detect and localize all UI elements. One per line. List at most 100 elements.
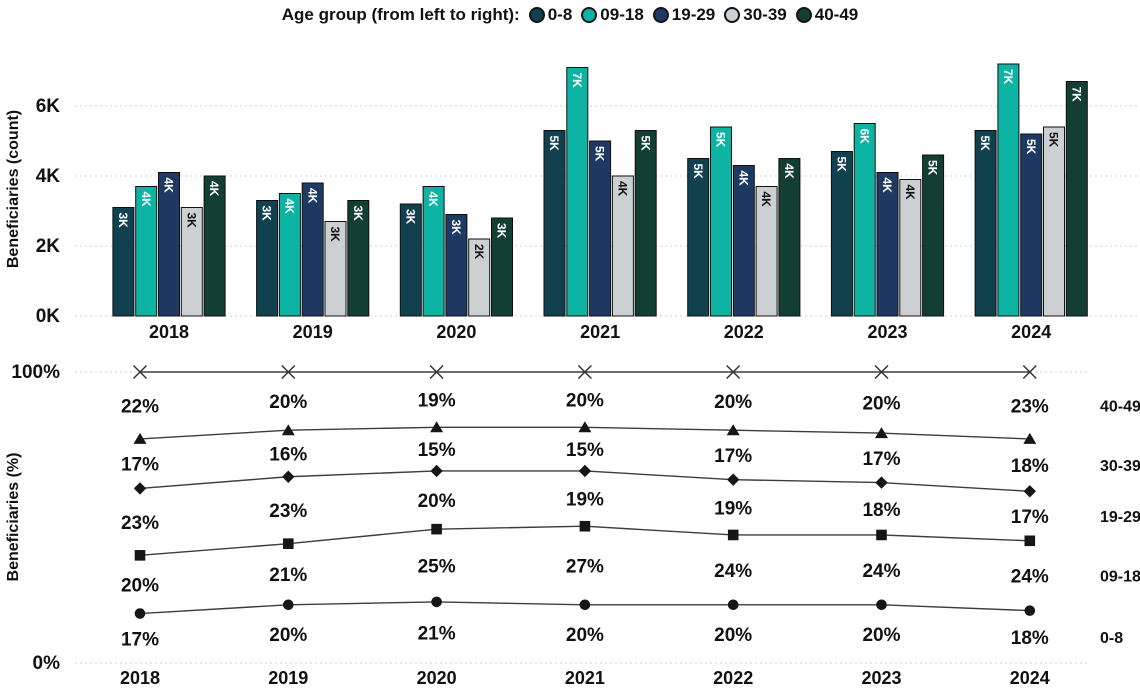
square-marker-icon: [283, 538, 294, 549]
pct-label-30-39: 16%: [269, 444, 307, 465]
diamond-marker-icon: [133, 482, 147, 495]
x-tick-label: 2019: [293, 322, 333, 342]
x-tick-label: 2023: [861, 668, 901, 688]
diamond-marker-icon: [727, 473, 740, 486]
legend-item-label: 09-18: [600, 5, 644, 24]
legend-item-19-29: 19-29: [652, 5, 715, 25]
pct-label-19-29: 19%: [566, 490, 604, 511]
circle-marker-icon: [431, 596, 442, 608]
pct-label-19-29: 18%: [862, 500, 900, 521]
legend-item-label: 40-49: [814, 5, 859, 24]
bar-0-8: [830, 151, 853, 317]
y-tick-label: 0%: [33, 653, 61, 674]
pct-label-19-29: 20%: [418, 491, 456, 512]
bar-value-label: 3K: [351, 206, 365, 222]
pct-label-40-49: 20%: [862, 394, 900, 415]
x-tick-label: 2018: [149, 322, 189, 342]
square-marker-icon: [876, 529, 887, 541]
diamond-marker-icon: [875, 476, 888, 489]
diamond-marker-icon: [282, 470, 295, 483]
legend-item-0-8: 0-8: [528, 5, 573, 25]
x-tick-label: 2022: [713, 668, 753, 688]
diamond-marker-icon: [1023, 485, 1036, 498]
legend-swatch-30-39-icon: [724, 7, 741, 23]
bar-0-8: [687, 158, 710, 317]
bar-value-label: 4K: [759, 192, 773, 208]
circle-marker-icon: [876, 599, 887, 611]
circle-marker-icon: [727, 599, 739, 611]
bar-30-39: [899, 179, 922, 317]
bar-0-8: [256, 200, 279, 317]
pct-label-0-8: 18%: [1011, 628, 1049, 649]
bar-19-29: [1020, 133, 1043, 317]
bar-19-29: [158, 172, 180, 317]
triangle-marker-icon: [875, 427, 888, 439]
bar-40-49: [347, 200, 370, 317]
x-tick-label: 2022: [724, 322, 764, 342]
pct-label-09-18: 24%: [714, 561, 752, 582]
bar-value-label: 3K: [403, 209, 417, 225]
square-marker-icon: [1024, 535, 1036, 547]
bar-40-49: [203, 175, 226, 317]
x-marker-icon: [429, 364, 444, 380]
pct-label-30-39: 17%: [714, 446, 752, 467]
bar-0-8: [974, 130, 997, 317]
bar-30-39: [180, 207, 203, 317]
bar-30-39: [755, 186, 778, 317]
circle-marker-icon: [579, 599, 591, 611]
pct-label-19-29: 17%: [1011, 507, 1049, 528]
pct-label-19-29: 19%: [714, 498, 752, 519]
pct-label-0-8: 20%: [714, 625, 752, 646]
pct-label-09-18: 24%: [1011, 567, 1049, 588]
bar-value-label: 7K: [1001, 69, 1015, 85]
bar-value-label: 4K: [162, 178, 176, 194]
x-tick-label: 2021: [580, 322, 620, 342]
y-tick-label: 100%: [11, 362, 60, 383]
x-marker-icon: [1022, 364, 1037, 380]
pct-label-0-8: 20%: [862, 625, 900, 646]
bar-chart: 0K 2K 4K 6K 3K 4K 4K 3K 4K 2018 3K 4K 4K 3K 3K 2019 3K 4K…: [36, 63, 1140, 342]
pct-label-30-39: 17%: [121, 455, 159, 476]
bar-value-label: 4K: [880, 178, 894, 194]
bar-value-label: 5K: [691, 164, 705, 180]
bar-30-39: [324, 221, 347, 317]
x-tick-label: 2019: [268, 668, 308, 688]
bar-40-49: [778, 158, 801, 317]
bar-value-label: 4K: [305, 188, 319, 204]
bar-09-18: [566, 67, 589, 317]
bar-value-label: 3K: [260, 206, 274, 222]
square-marker-icon: [134, 550, 146, 561]
pct-label-30-39: 15%: [418, 440, 456, 461]
square-marker-icon: [727, 529, 739, 541]
x-tick-label: 2023: [867, 322, 907, 342]
bar-value-label: 4K: [616, 181, 630, 197]
series-label-19-29: 19-29: [1100, 509, 1140, 526]
legend: Age group (from left to right): 0-8 09-18 1…: [0, 0, 1140, 30]
bar-19-29: [732, 165, 755, 317]
series-label-30-39: 30-39: [1100, 458, 1140, 475]
bar-30-39: [468, 238, 491, 317]
diamond-marker-icon: [578, 464, 592, 478]
series-label-09-18: 09-18: [1100, 569, 1140, 586]
legend-item-label: 0-8: [547, 5, 573, 24]
x-marker-icon: [132, 364, 148, 380]
bar-value-label: 7K: [570, 73, 584, 89]
square-marker-icon: [431, 523, 442, 535]
bar-0-8: [399, 203, 422, 317]
triangle-marker-icon: [281, 424, 295, 436]
bar-40-49: [491, 217, 513, 317]
y-tick-label: 2K: [36, 236, 61, 257]
bar-0-8: [112, 207, 135, 317]
bar-30-39: [1043, 126, 1065, 317]
line-chart: 0% 100% 17% 20% 21% 20% 20% 20% 18% 0-8 20% 21% 25% 2…: [11, 362, 1140, 688]
x-marker-icon: [874, 364, 889, 380]
x-tick-label: 2021: [565, 668, 605, 688]
pct-label-19-29: 23%: [269, 501, 307, 522]
legend-title: Age group (from left to right):: [281, 5, 520, 24]
bar-19-29: [445, 214, 468, 317]
pct-label-19-29: 23%: [121, 513, 159, 534]
legend-swatch-09-18-icon: [581, 7, 598, 23]
bar-value-label: 4K: [139, 192, 153, 208]
bar-09-18: [853, 123, 876, 317]
